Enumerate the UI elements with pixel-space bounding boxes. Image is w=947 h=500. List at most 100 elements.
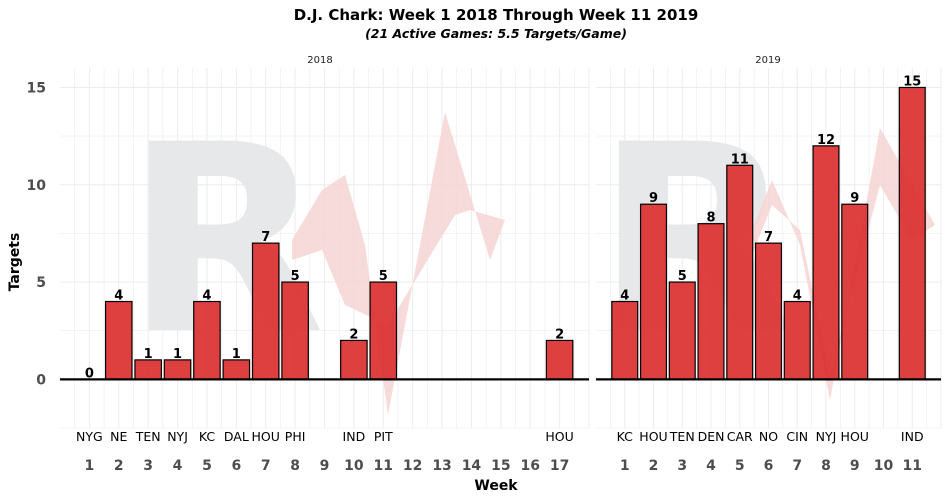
bar-value-label: 4 xyxy=(620,289,629,304)
x-tick-label: 15 xyxy=(491,458,510,474)
y-axis-title: Targets xyxy=(7,233,23,292)
bar-value-label: 7 xyxy=(261,230,270,245)
x-tick-label: 7 xyxy=(261,458,271,474)
bar-value-label: 9 xyxy=(649,191,658,206)
opponent-label: TEN xyxy=(669,429,695,444)
bar xyxy=(222,359,251,380)
bar-value-label: 4 xyxy=(202,289,211,304)
bar-value-label: 12 xyxy=(817,133,835,148)
opponent-label: DEN xyxy=(698,429,725,444)
opponent-label: TEN xyxy=(135,429,161,444)
opponent-label: KC xyxy=(617,429,634,444)
panel-2018: R20180NYG4NE1TEN1NYJ4KC1DAL7HOU5PHI2IND5… xyxy=(27,55,590,474)
opponent-label: NE xyxy=(110,429,127,444)
opponent-label: NYJ xyxy=(816,429,837,444)
x-tick-label: 14 xyxy=(462,458,482,474)
x-tick-label: 3 xyxy=(143,458,153,474)
y-tick-label: 0 xyxy=(36,372,46,388)
bar xyxy=(812,145,840,380)
x-tick-label: 16 xyxy=(520,458,539,474)
opponent-label: HOU xyxy=(841,429,869,444)
bar xyxy=(898,86,926,380)
bar xyxy=(726,164,754,380)
bar xyxy=(104,300,133,380)
bar-value-label: 4 xyxy=(793,289,802,304)
x-tick-label: 2 xyxy=(649,458,659,474)
opponent-label: PHI xyxy=(285,429,306,444)
x-tick-label: 2 xyxy=(114,458,124,474)
x-tick-label: 9 xyxy=(850,458,860,474)
opponent-label: CIN xyxy=(786,429,808,444)
bar-value-label: 5 xyxy=(678,269,687,284)
bar xyxy=(545,339,574,380)
bar xyxy=(668,281,696,380)
chart-subtitle: (21 Active Games: 5.5 Targets/Game) xyxy=(365,26,627,41)
x-tick-label: 8 xyxy=(290,458,300,474)
bar xyxy=(639,203,668,380)
x-tick-label: 11 xyxy=(903,458,922,474)
bar-value-label: 9 xyxy=(850,191,859,206)
bar xyxy=(163,359,192,380)
bar-value-label: 8 xyxy=(706,211,715,226)
x-tick-label: 5 xyxy=(735,458,745,474)
bar-value-label: 2 xyxy=(555,327,564,342)
x-tick-label: 10 xyxy=(874,458,894,474)
watermark-wave xyxy=(752,128,935,400)
bar xyxy=(281,281,309,380)
x-tick-label: 7 xyxy=(792,458,802,474)
x-tick-label: 6 xyxy=(231,458,241,474)
opponent-label: HOU xyxy=(252,429,280,444)
bar xyxy=(340,339,368,380)
chart-title: D.J. Chark: Week 1 2018 Through Week 11 … xyxy=(294,6,699,24)
opponent-label: CAR xyxy=(727,429,753,444)
x-tick-label: 12 xyxy=(403,458,422,474)
opponent-label: KC xyxy=(199,429,216,444)
opponent-label: NO xyxy=(759,429,778,444)
x-tick-label: 4 xyxy=(173,458,183,474)
bar-value-label: 2 xyxy=(349,327,358,342)
bar-value-label: 5 xyxy=(379,269,388,284)
panel-2019: R20194KC9HOU5TEN8DEN11CAR7NO4CIN12NYJ9HO… xyxy=(595,55,942,474)
bar xyxy=(369,281,398,380)
x-tick-label: 17 xyxy=(550,458,569,474)
bar xyxy=(754,242,783,380)
opponent-label: IND xyxy=(343,429,366,444)
bar-value-label: 11 xyxy=(731,152,749,167)
bar-value-label: 5 xyxy=(291,269,300,284)
x-tick-label: 8 xyxy=(821,458,831,474)
opponent-label: HOU xyxy=(545,429,573,444)
x-tick-label: 4 xyxy=(706,458,716,474)
x-tick-label: 1 xyxy=(85,458,95,474)
x-axis-title: Week xyxy=(474,478,518,494)
bar-value-label: 15 xyxy=(903,74,921,89)
bar-value-label: 4 xyxy=(114,289,123,304)
y-tick-label: 15 xyxy=(27,80,46,96)
x-tick-label: 13 xyxy=(432,458,451,474)
x-tick-label: 3 xyxy=(677,458,687,474)
x-tick-label: 1 xyxy=(620,458,630,474)
opponent-label: NYJ xyxy=(167,429,188,444)
watermark-wave xyxy=(292,112,505,415)
bar xyxy=(841,203,869,380)
facet-strip-label: 2018 xyxy=(307,55,332,66)
y-tick-label: 10 xyxy=(27,178,47,194)
x-tick-label: 6 xyxy=(764,458,774,474)
bar xyxy=(134,359,162,380)
opponent-label: IND xyxy=(901,429,924,444)
opponent-label: PIT xyxy=(374,429,393,444)
panels: R20180NYG4NE1TEN1NYJ4KC1DAL7HOU5PHI2IND5… xyxy=(27,55,942,474)
bar-value-label: 1 xyxy=(232,347,241,362)
opponent-label: NYG xyxy=(76,429,103,444)
x-tick-label: 11 xyxy=(374,458,393,474)
x-tick-label: 9 xyxy=(320,458,330,474)
bar-value-label: 0 xyxy=(85,366,94,381)
y-tick-label: 5 xyxy=(36,275,46,291)
bar-value-label: 7 xyxy=(764,230,773,245)
bar xyxy=(783,300,811,380)
x-tick-label: 10 xyxy=(344,458,364,474)
bar xyxy=(697,223,725,380)
bar xyxy=(611,300,639,380)
opponent-label: HOU xyxy=(639,429,667,444)
bar-value-label: 1 xyxy=(144,347,153,362)
